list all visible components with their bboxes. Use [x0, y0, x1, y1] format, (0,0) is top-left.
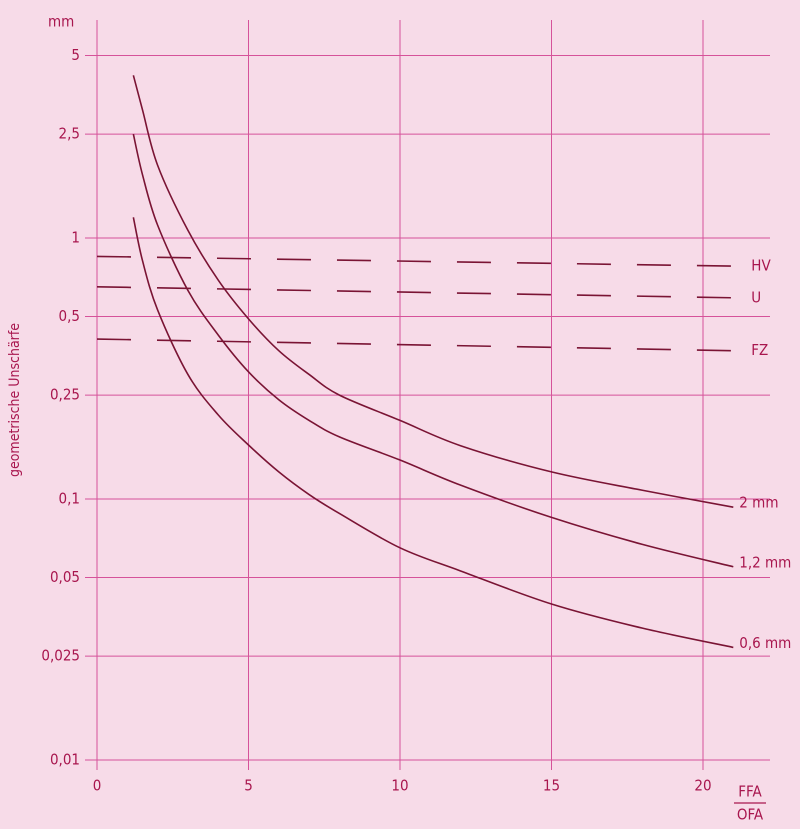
- series-line: [96, 338, 734, 352]
- series-label: U: [751, 288, 761, 306]
- x-tick-label: 20: [694, 777, 711, 795]
- series-line: [132, 217, 734, 649]
- x-tick-label: 5: [244, 777, 253, 795]
- x-tick-label: 15: [543, 777, 560, 795]
- series-label: 0,6 mm: [739, 634, 791, 652]
- y-tick-label: 0,025: [41, 647, 80, 665]
- x-tick-label: 0: [93, 777, 102, 795]
- y-tick-label: 2,5: [59, 125, 80, 143]
- series-label: 2 mm: [739, 494, 778, 512]
- y-tick-label: 0,1: [59, 489, 80, 507]
- series-line: [96, 255, 734, 267]
- x-tick-label: 10: [391, 777, 408, 795]
- series-label: FZ: [751, 341, 768, 359]
- y-tick-label: 5: [71, 46, 80, 64]
- series-line: [96, 286, 734, 299]
- y-tick-label: 0,01: [50, 751, 80, 769]
- y-unit: mm: [48, 13, 74, 31]
- series-line: [132, 75, 734, 509]
- y-tick-label: 0,05: [50, 568, 80, 586]
- series-line: [132, 133, 734, 568]
- y-axis-label: geometrische Unschärfe: [7, 323, 23, 477]
- series-label: HV: [751, 257, 771, 275]
- series-label: 1,2 mm: [739, 553, 791, 571]
- y-tick-label: 0,25: [50, 386, 80, 404]
- x-axis-label-bottom: OFA: [737, 806, 764, 824]
- y-tick-label: 0,5: [59, 307, 80, 325]
- x-axis-label-top: FFA: [738, 783, 762, 801]
- y-tick-label: 1: [71, 228, 80, 246]
